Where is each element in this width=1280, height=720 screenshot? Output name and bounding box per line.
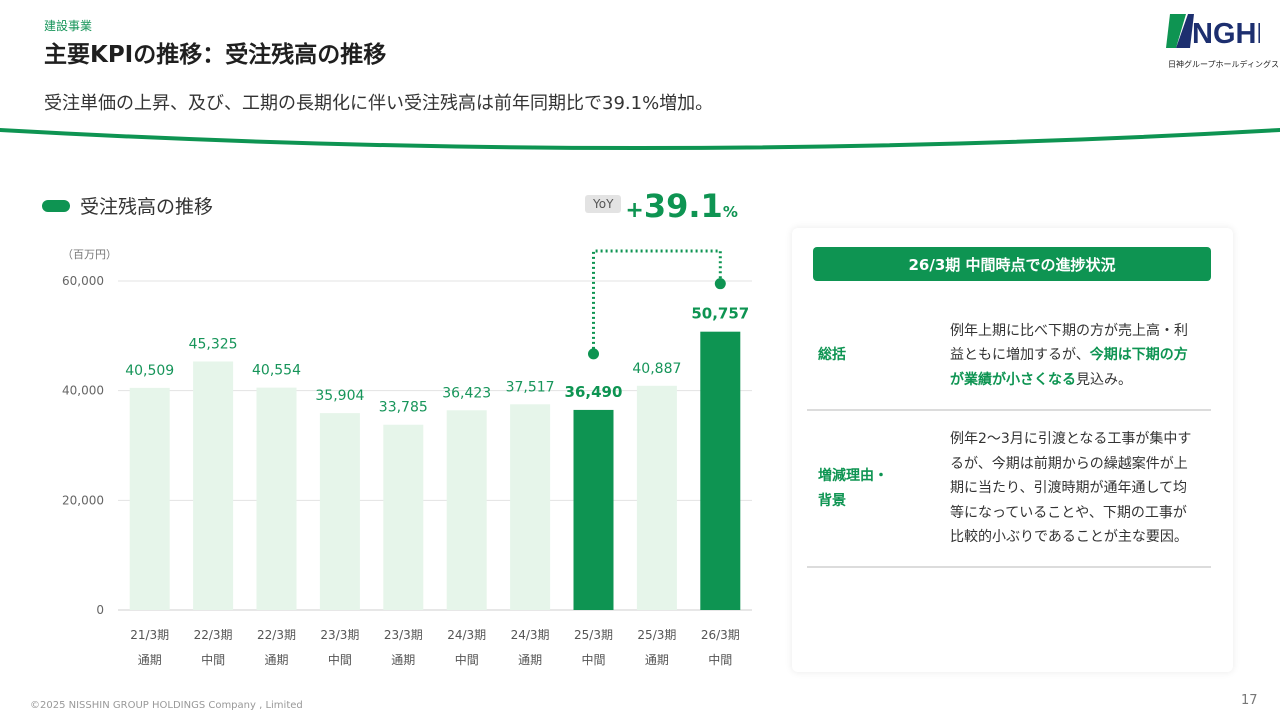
x-tick-label: 通期: [645, 653, 669, 667]
bar-value-label: 37,517: [506, 379, 555, 395]
row-label-reason: 増減理由・ 背景: [807, 464, 947, 514]
y-unit-label: （百万円）: [62, 248, 117, 261]
yoy-number: 39.1: [643, 187, 723, 225]
header-divider-wave: [0, 128, 1280, 150]
legend-label: 受注残高の推移: [80, 196, 214, 218]
x-tick-label: 中間: [455, 652, 479, 667]
row-label-line: 総括: [818, 347, 846, 363]
x-tick-label: 24/3期: [447, 628, 486, 642]
panel-row-reason: 増減理由・ 背景 例年2〜3月に引渡となる工事が集中するが、今期は前期からの繰越…: [807, 411, 1211, 568]
panel-row-summary: 総括 例年上期に比べ下期の方が売上高・利益ともに増加するが、今期は下期の方が業績…: [807, 302, 1211, 411]
yoy-connector-dot: [588, 348, 599, 360]
x-tick-label: 21/3期: [130, 628, 169, 642]
footer-copyright: ©2025 NISSHIN GROUP HOLDINGS Company , L…: [30, 700, 303, 711]
bar-value-label: 36,490: [565, 383, 623, 401]
logo-mark-text: NGHD: [1192, 18, 1260, 48]
yoy-connector-dot: [714, 278, 726, 290]
bar: [700, 331, 741, 610]
yoy-connector-line: [592, 249, 722, 354]
row-text-highlight: 今期は下期の方が業績が小さくなる: [950, 347, 1188, 388]
bar-value-label: 35,904: [315, 388, 364, 404]
nghd-logo-mark: NGHD: [1166, 14, 1260, 48]
page-subtitle: 受注単価の上昇、及び、工期の長期化に伴い受注残高は前年同期比で39.1%増加。: [44, 93, 714, 114]
x-tick-label: 通期: [391, 653, 415, 667]
bar: [319, 413, 360, 610]
progress-panel: 26/3期 中間時点での進捗状況 総括 例年上期に比べ下期の方が売上高・利益とも…: [792, 228, 1233, 672]
bar-value-label: 45,325: [189, 336, 238, 352]
x-tick-label: 中間: [708, 652, 732, 667]
bar: [193, 361, 234, 610]
bar-value-label: 40,509: [125, 363, 174, 379]
bar: [256, 387, 297, 610]
panel-title: 26/3期 中間時点での進捗状況: [813, 247, 1211, 281]
y-tick-label: 60,000: [62, 274, 104, 288]
bar-value-label: 50,757: [691, 305, 749, 323]
x-tick-label: 通期: [138, 653, 162, 667]
legend-swatch: [42, 199, 70, 212]
row-text-plain-end: 見込み。: [1076, 371, 1132, 388]
y-tick-label: 20,000: [62, 493, 104, 507]
page-number: 17: [1241, 693, 1258, 708]
bar-value-label: 40,554: [252, 363, 301, 379]
bar-value-label: 40,887: [632, 361, 681, 377]
x-tick-label: 25/3期: [574, 628, 613, 642]
x-tick-label: 22/3期: [257, 628, 296, 642]
bar: [636, 385, 677, 610]
row-label-line: 増減理由・: [818, 467, 888, 484]
x-tick-label: 23/3期: [384, 628, 423, 642]
row-label-line: 背景: [818, 492, 846, 509]
x-tick-label: 22/3期: [194, 628, 233, 642]
bar: [446, 410, 487, 610]
yoy-badge: YoY: [585, 195, 622, 213]
company-logo: NGHD 日神グループホールディングス: [1166, 12, 1279, 69]
yoy-callout: YoY +39.1%: [585, 190, 738, 222]
y-tick-label: 40,000: [62, 384, 104, 398]
x-tick-label: 通期: [518, 653, 542, 667]
x-tick-label: 通期: [264, 653, 288, 667]
bar: [510, 404, 551, 610]
y-tick-label: 0: [96, 603, 104, 617]
x-tick-label: 25/3期: [637, 628, 676, 642]
row-text-plain: 例年上期に比べ下期の方が売上高・利益ともに増加するが、: [950, 322, 1188, 364]
x-tick-label: 中間: [581, 652, 605, 667]
x-tick-label: 26/3期: [701, 628, 740, 642]
row-text-summary: 例年上期に比べ下期の方が売上高・利益ともに増加するが、今期は下期の方が業績が小さ…: [947, 319, 1197, 393]
row-label-summary: 総括: [807, 343, 947, 368]
panel-table: 総括 例年上期に比べ下期の方が売上高・利益ともに増加するが、今期は下期の方が業績…: [807, 302, 1211, 568]
row-text-plain: 例年2〜3月に引渡となる工事が集中するが、今期は前期からの繰越案件が上期に当たり…: [950, 431, 1192, 546]
x-tick-label: 中間: [201, 652, 225, 667]
x-tick-label: 23/3期: [320, 628, 359, 642]
bar-value-label: 33,785: [379, 400, 428, 416]
logo-company-name: 日神グループホールディングス: [1168, 60, 1279, 69]
yoy-value: +39.1%: [625, 190, 737, 222]
chart-legend: 受注残高の推移: [42, 192, 213, 219]
row-text-reason: 例年2〜3月に引渡となる工事が集中するが、今期は前期からの繰越案件が上期に当たり…: [947, 427, 1197, 550]
section-category: 建設事業: [44, 19, 93, 33]
bar: [383, 424, 424, 610]
bar-value-label: 36,423: [442, 385, 491, 401]
page-title: 主要KPIの推移：受注残高の推移: [44, 42, 387, 68]
yoy-sign: +: [625, 198, 644, 223]
x-tick-label: 中間: [328, 652, 352, 667]
x-tick-label: 24/3期: [511, 628, 550, 642]
yoy-unit: %: [722, 203, 738, 221]
bar: [129, 387, 170, 610]
bar: [573, 409, 614, 610]
